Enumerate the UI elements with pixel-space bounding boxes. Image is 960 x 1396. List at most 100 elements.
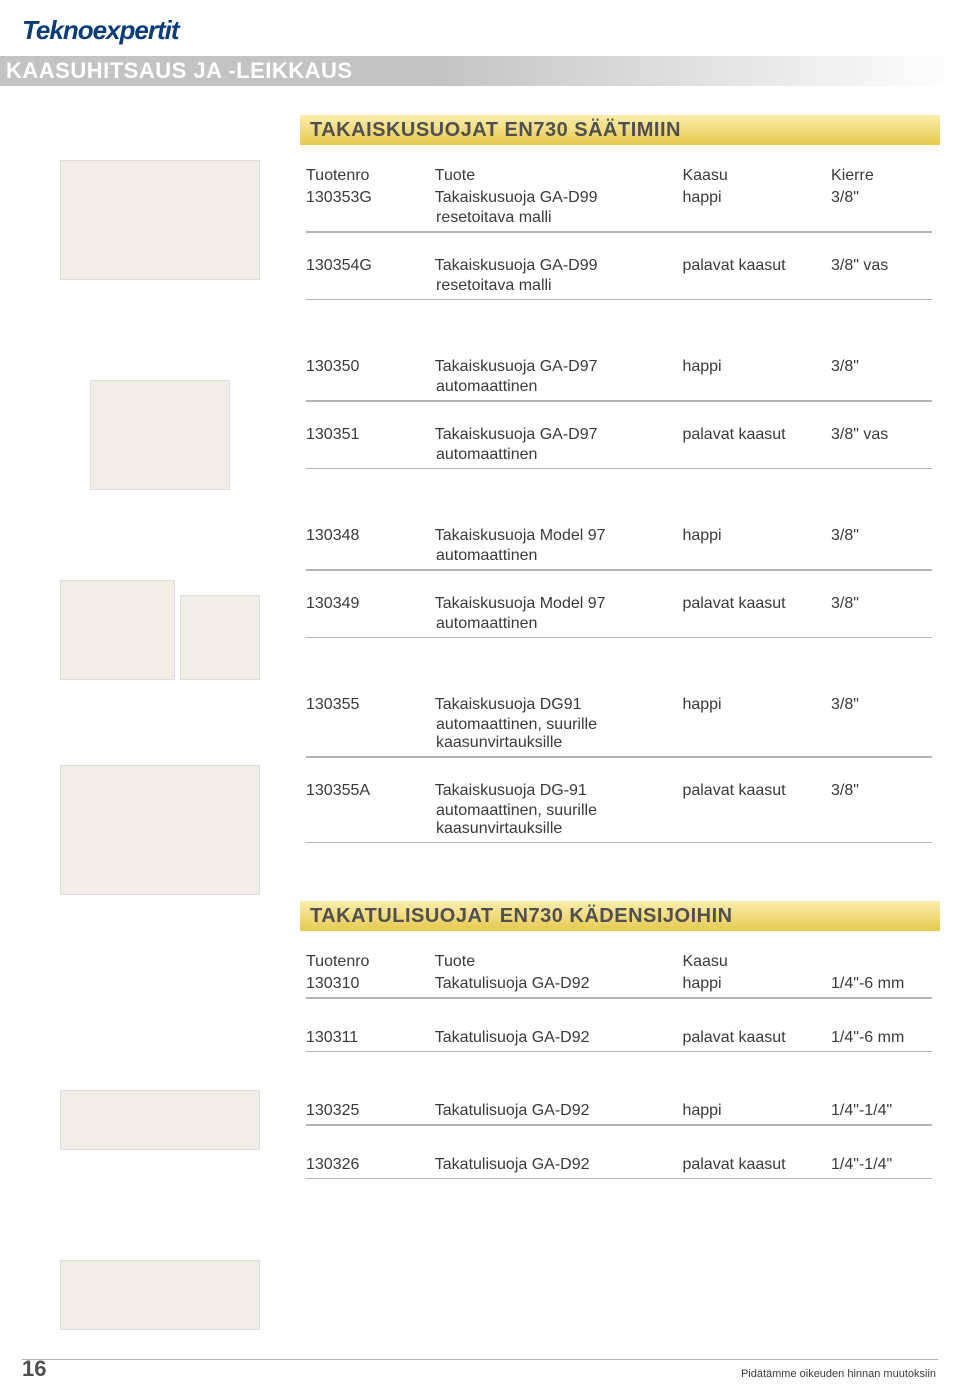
section-title-1: TAKAISKUSUOJAT EN730 SÄÄTIMIIN bbox=[310, 119, 681, 141]
table-row: 130310Takatulisuoja GA-D92happi1/4"-6 mm bbox=[300, 975, 940, 993]
page-number: 16 bbox=[22, 1356, 46, 1382]
cell-thread: 1/4"-6 mm bbox=[831, 975, 940, 993]
footer-note: Pidätämme oikeuden hinnan muutoksiin bbox=[741, 1368, 936, 1380]
product-group: 130310Takatulisuoja GA-D92happi1/4"-6 mm… bbox=[300, 975, 940, 1052]
column-headers-2: Tuotenro Tuote Kaasu bbox=[300, 953, 940, 971]
row-divider bbox=[306, 569, 932, 571]
cell-gas: happi bbox=[682, 189, 831, 207]
cell-name: Takaiskusuoja DG-91 bbox=[435, 782, 683, 800]
cell-gas: happi bbox=[682, 1102, 831, 1120]
cell-code: 130355 bbox=[306, 696, 435, 714]
cell-code: 130351 bbox=[306, 426, 435, 444]
cell-thread: 3/8" bbox=[831, 696, 940, 714]
product-image bbox=[90, 380, 230, 490]
table-row: 130355ATakaiskusuoja DG-91palavat kaasut… bbox=[300, 782, 940, 800]
col-tuote: Tuote bbox=[435, 953, 683, 971]
row-divider bbox=[306, 468, 932, 470]
table-row: 130349Takaiskusuoja Model 97palavat kaas… bbox=[300, 595, 940, 613]
cell-thread: 3/8" bbox=[831, 595, 940, 613]
row-divider bbox=[306, 1051, 932, 1053]
table-row: 130326Takatulisuoja GA-D92palavat kaasut… bbox=[300, 1156, 940, 1174]
table-row: 130311Takatulisuoja GA-D92palavat kaasut… bbox=[300, 1029, 940, 1047]
table-row: 130354GTakaiskusuoja GA-D99palavat kaasu… bbox=[300, 257, 940, 275]
cell-name: Takatulisuoja GA-D92 bbox=[435, 1029, 683, 1047]
col-tuote: Tuote bbox=[435, 167, 683, 185]
cell-name: Takaiskusuoja GA-D97 bbox=[435, 426, 683, 444]
cell-thread: 1/4"-1/4" bbox=[831, 1156, 940, 1174]
cell-name: Takaiskusuoja GA-D99 bbox=[435, 189, 683, 207]
cell-name: Takaiskusuoja DG91 bbox=[435, 696, 683, 714]
footer-divider bbox=[22, 1359, 938, 1360]
table-row: 130350Takaiskusuoja GA-D97happi3/8" bbox=[300, 358, 940, 376]
product-group: 130325Takatulisuoja GA-D92happi1/4"-1/4"… bbox=[300, 1102, 940, 1179]
cell-gas: palavat kaasut bbox=[682, 1029, 831, 1047]
table-row: 130351Takaiskusuoja GA-D97palavat kaasut… bbox=[300, 426, 940, 444]
row-note: resetoitava malli bbox=[300, 277, 940, 295]
cell-code: 130325 bbox=[306, 1102, 435, 1120]
table-row: 130325Takatulisuoja GA-D92happi1/4"-1/4" bbox=[300, 1102, 940, 1120]
cell-code: 130326 bbox=[306, 1156, 435, 1174]
cell-name: Takatulisuoja GA-D92 bbox=[435, 1156, 683, 1174]
row-divider bbox=[306, 1178, 932, 1180]
cell-thread: 1/4"-1/4" bbox=[831, 1102, 940, 1120]
table-row: 130353GTakaiskusuoja GA-D99happi3/8" bbox=[300, 189, 940, 207]
cell-gas: happi bbox=[682, 975, 831, 993]
cell-gas: palavat kaasut bbox=[682, 782, 831, 800]
product-image bbox=[60, 765, 260, 895]
cell-name: Takaiskusuoja Model 97 bbox=[435, 595, 683, 613]
section-header-2: TAKATULISUOJAT EN730 KÄDENSIJOIHIN bbox=[300, 901, 940, 931]
cell-code: 130355A bbox=[306, 782, 435, 800]
cell-code: 130311 bbox=[306, 1029, 435, 1047]
row-note: automaattinen bbox=[300, 446, 940, 464]
row-divider bbox=[306, 756, 932, 758]
product-group: 130353GTakaiskusuoja GA-D99happi3/8"rese… bbox=[300, 189, 940, 300]
cell-gas: happi bbox=[682, 358, 831, 376]
section-title-2: TAKATULISUOJAT EN730 KÄDENSIJOIHIN bbox=[310, 905, 733, 927]
row-divider bbox=[306, 997, 932, 999]
section-header-1: TAKAISKUSUOJAT EN730 SÄÄTIMIIN bbox=[300, 115, 940, 145]
cell-code: 130354G bbox=[306, 257, 435, 275]
row-note: automaattinen, suurille kaasunvirtauksil… bbox=[300, 802, 940, 838]
cell-thread: 3/8" bbox=[831, 527, 940, 545]
content-area: TAKAISKUSUOJAT EN730 SÄÄTIMIIN Tuotenro … bbox=[300, 115, 940, 1229]
product-image bbox=[180, 595, 260, 680]
cell-name: Takaiskusuoja Model 97 bbox=[435, 527, 683, 545]
product-group: 130350Takaiskusuoja GA-D97happi3/8"autom… bbox=[300, 358, 940, 469]
cell-gas: happi bbox=[682, 527, 831, 545]
row-note: automaattinen bbox=[300, 615, 940, 633]
cell-gas: palavat kaasut bbox=[682, 257, 831, 275]
cell-gas: palavat kaasut bbox=[682, 426, 831, 444]
product-image bbox=[60, 1090, 260, 1150]
cell-name: Takaiskusuoja GA-D97 bbox=[435, 358, 683, 376]
col-kaasu: Kaasu bbox=[682, 167, 831, 185]
col-kaasu: Kaasu bbox=[682, 953, 831, 971]
cell-gas: happi bbox=[682, 696, 831, 714]
cell-code: 130350 bbox=[306, 358, 435, 376]
category-label: KAASUHITSAUS JA -LEIKKAUS bbox=[6, 58, 353, 84]
product-group: 130355Takaiskusuoja DG91happi3/8"automaa… bbox=[300, 696, 940, 843]
product-group: 130348Takaiskusuoja Model 97happi3/8"aut… bbox=[300, 527, 940, 638]
cell-thread: 3/8" bbox=[831, 358, 940, 376]
cell-name: Takaiskusuoja GA-D99 bbox=[435, 257, 683, 275]
product-image bbox=[60, 580, 175, 680]
cell-thread: 3/8" bbox=[831, 189, 940, 207]
row-divider bbox=[306, 842, 932, 844]
cell-code: 130349 bbox=[306, 595, 435, 613]
cell-code: 130353G bbox=[306, 189, 435, 207]
row-note: automaattinen bbox=[300, 378, 940, 396]
col-empty bbox=[831, 953, 940, 971]
row-note: automaattinen, suurille kaasunvirtauksil… bbox=[300, 716, 940, 752]
cell-thread: 3/8" vas bbox=[831, 426, 940, 444]
cell-name: Takatulisuoja GA-D92 bbox=[435, 975, 683, 993]
cell-code: 130348 bbox=[306, 527, 435, 545]
cell-thread: 1/4"-6 mm bbox=[831, 1029, 940, 1047]
cell-code: 130310 bbox=[306, 975, 435, 993]
brand-logo: Teknoexpertit bbox=[22, 15, 179, 46]
product-image bbox=[60, 1260, 260, 1330]
product-image bbox=[60, 160, 260, 280]
row-divider bbox=[306, 231, 932, 233]
row-note: resetoitava malli bbox=[300, 209, 940, 227]
row-divider bbox=[306, 299, 932, 301]
cell-thread: 3/8" bbox=[831, 782, 940, 800]
col-kierre: Kierre bbox=[831, 167, 940, 185]
